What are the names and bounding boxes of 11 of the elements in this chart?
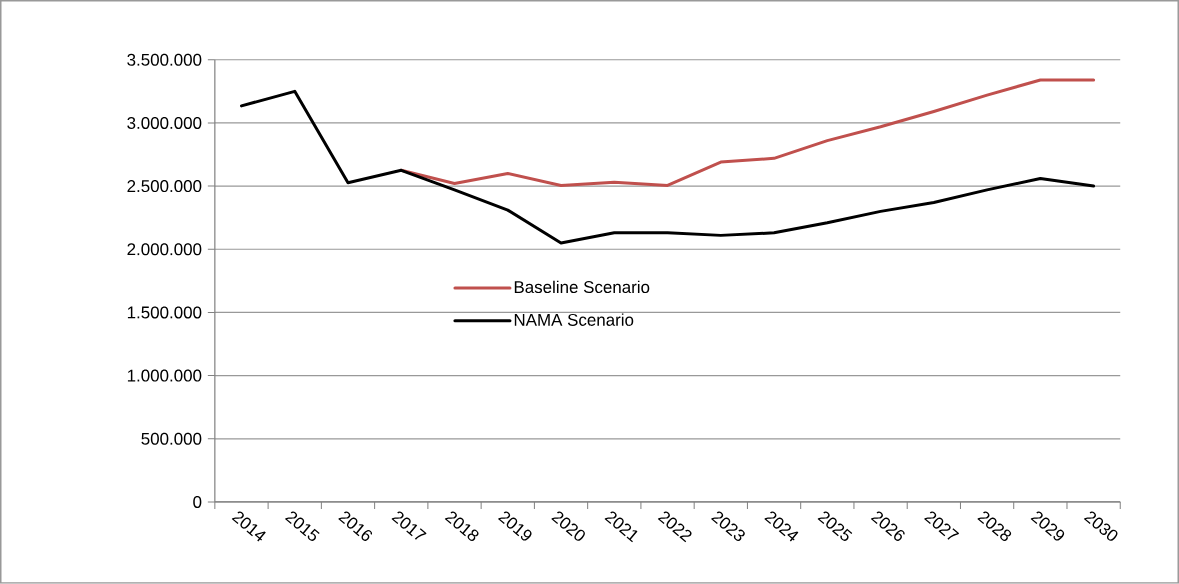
y-tick-label: 2.000.000 [127,243,202,256]
y-tick-label: 3.500.000 [127,53,202,66]
y-tick-label: 1.500.000 [127,306,202,319]
y-tick-label: 2.500.000 [127,180,202,193]
legend-label: Baseline Scenario [514,280,650,294]
line-series [239,89,1096,245]
y-tick-label: 500.000 [141,432,202,445]
legend-label: NAMA Scenario [514,313,634,327]
y-tick-label: 3.000.000 [127,117,202,130]
y-tick-label: 0 [193,496,202,509]
y-tick-label: 1.000.000 [127,369,202,382]
